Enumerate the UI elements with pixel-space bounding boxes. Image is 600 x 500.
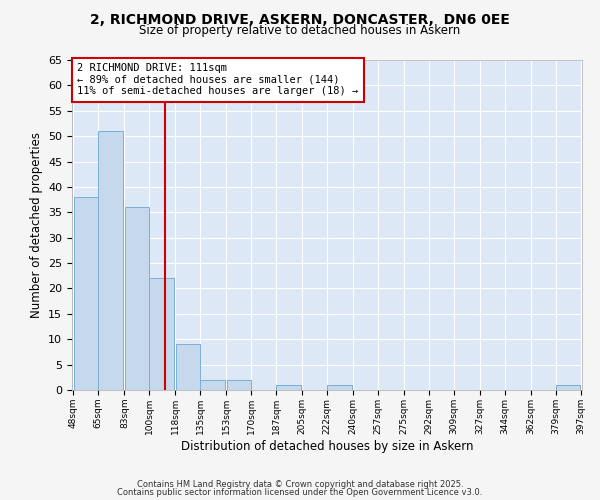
Bar	[176, 344, 200, 390]
Bar	[149, 278, 174, 390]
Text: Contains HM Land Registry data © Crown copyright and database right 2025.: Contains HM Land Registry data © Crown c…	[137, 480, 463, 489]
Bar	[74, 197, 98, 390]
Text: Contains public sector information licensed under the Open Government Licence v3: Contains public sector information licen…	[118, 488, 482, 497]
Bar	[200, 380, 225, 390]
Bar	[276, 385, 301, 390]
X-axis label: Distribution of detached houses by size in Askern: Distribution of detached houses by size …	[181, 440, 473, 452]
Y-axis label: Number of detached properties: Number of detached properties	[29, 132, 43, 318]
Bar	[227, 380, 251, 390]
Bar	[327, 385, 352, 390]
Bar	[556, 385, 580, 390]
Text: Size of property relative to detached houses in Askern: Size of property relative to detached ho…	[139, 24, 461, 37]
Text: 2 RICHMOND DRIVE: 111sqm
← 89% of detached houses are smaller (144)
11% of semi-: 2 RICHMOND DRIVE: 111sqm ← 89% of detach…	[77, 64, 358, 96]
Bar	[125, 207, 149, 390]
Bar	[98, 131, 123, 390]
Text: 2, RICHMOND DRIVE, ASKERN, DONCASTER,  DN6 0EE: 2, RICHMOND DRIVE, ASKERN, DONCASTER, DN…	[90, 12, 510, 26]
